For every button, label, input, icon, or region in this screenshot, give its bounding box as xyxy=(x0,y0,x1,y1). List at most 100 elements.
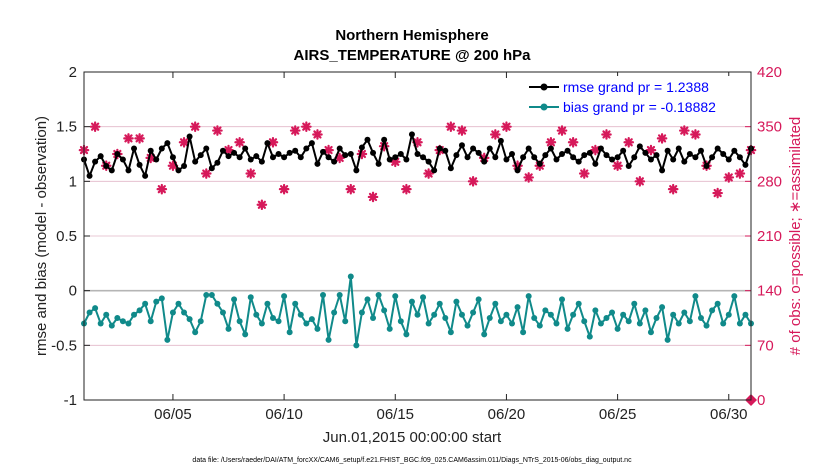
obs-point xyxy=(234,136,245,148)
legend-box xyxy=(524,76,746,122)
bias-point xyxy=(681,309,688,316)
rmse-point xyxy=(153,156,160,163)
bias-point xyxy=(336,292,343,299)
rmse-point xyxy=(186,133,193,140)
rmse-point xyxy=(447,165,454,172)
bias-point xyxy=(397,318,404,325)
plot-frame xyxy=(83,71,752,401)
chart-title-line1: Northern Hemisphere xyxy=(335,27,488,44)
bias-point xyxy=(736,320,743,327)
rmse-point xyxy=(136,161,143,168)
obs-point xyxy=(656,133,668,144)
rmse-point xyxy=(364,136,371,143)
bias-point xyxy=(703,322,710,329)
rmse-point xyxy=(97,153,104,160)
bias-point xyxy=(331,309,338,316)
rmse-point xyxy=(609,156,616,163)
obs-point xyxy=(334,152,345,164)
bias-point xyxy=(570,311,577,318)
bias-point xyxy=(325,336,332,343)
bias-point xyxy=(720,320,727,327)
x-tick-label-1: 06/10 xyxy=(265,406,303,423)
rmse-point xyxy=(636,143,643,150)
bias-point xyxy=(214,300,221,307)
obs-point xyxy=(490,129,501,140)
bias-point xyxy=(503,311,510,318)
bias-point xyxy=(181,309,188,316)
chart-title-line2: AIRS_TEMPERATURE @ 200 hPa xyxy=(294,47,532,64)
rmse-point xyxy=(258,158,265,165)
bias-point xyxy=(236,318,243,325)
rmse-point xyxy=(347,151,354,157)
bias-point xyxy=(269,315,276,321)
rmse-point xyxy=(709,154,716,161)
bias-point xyxy=(86,309,93,316)
bias-point xyxy=(614,325,621,332)
grid-lines xyxy=(84,126,751,346)
rmse-point xyxy=(559,151,566,157)
bias-point xyxy=(353,342,360,349)
rmse-point xyxy=(470,145,477,152)
bias-point xyxy=(542,307,549,314)
bias-point xyxy=(308,316,315,323)
obs-point xyxy=(723,172,735,183)
bias-point xyxy=(392,293,399,300)
rmse-point xyxy=(336,145,343,152)
y-axis-left-label: rmse and bias (model - observation) xyxy=(33,116,50,356)
rmse-point xyxy=(375,160,382,167)
bias-point xyxy=(286,329,293,336)
bias-point xyxy=(125,320,132,327)
bias-point xyxy=(659,304,666,311)
bias-point xyxy=(636,320,643,327)
rmse-point xyxy=(525,145,532,152)
legend-bias-marker xyxy=(540,103,548,111)
rmse-point xyxy=(675,145,682,152)
rmse-point xyxy=(247,156,254,163)
bias-point xyxy=(164,336,171,343)
rmse-point xyxy=(131,145,138,152)
bias-point xyxy=(725,311,732,318)
rmse-point xyxy=(119,156,126,163)
rmse-point xyxy=(147,147,154,154)
rmse-point xyxy=(659,167,666,174)
obs-point xyxy=(645,144,657,156)
rmse-point xyxy=(381,136,388,143)
rmse-point xyxy=(742,161,749,168)
rmse-point xyxy=(314,160,321,167)
obs-point xyxy=(467,176,479,187)
bias-point xyxy=(403,331,410,338)
rmse-point xyxy=(503,156,510,163)
bias-point xyxy=(203,292,210,299)
y-right-tick-label-1: 350 xyxy=(757,119,782,136)
obs-point xyxy=(123,133,134,144)
rmse-point xyxy=(325,154,332,161)
rmse-point xyxy=(642,149,649,156)
rmse-point xyxy=(520,154,527,161)
rmse-point xyxy=(620,147,627,154)
bias-point xyxy=(131,311,138,318)
rmse-point xyxy=(720,151,727,157)
rmse-point xyxy=(142,172,149,179)
bias-point xyxy=(253,311,260,318)
y-axis-right-label: # of obs: o=possible; ∗=assimilated xyxy=(787,117,804,356)
rmse-point xyxy=(570,154,577,161)
rmse-point xyxy=(425,158,432,165)
rmse-point xyxy=(108,167,115,174)
rmse-point xyxy=(181,163,188,170)
rmse-point xyxy=(631,154,638,161)
obs-point xyxy=(134,133,145,144)
bias-point xyxy=(158,295,165,302)
bias-point xyxy=(686,318,693,325)
bias-point xyxy=(370,315,377,321)
obs-point xyxy=(634,176,646,187)
obs-point xyxy=(690,129,701,140)
bias-point xyxy=(731,293,738,300)
bias-point xyxy=(481,331,488,338)
rmse-point xyxy=(292,147,299,154)
rmse-point xyxy=(353,167,360,174)
bias-point xyxy=(453,298,460,305)
bias-point xyxy=(292,300,299,307)
rmse-point xyxy=(431,167,438,174)
rmse-point xyxy=(397,151,404,157)
obs-point xyxy=(178,136,190,148)
